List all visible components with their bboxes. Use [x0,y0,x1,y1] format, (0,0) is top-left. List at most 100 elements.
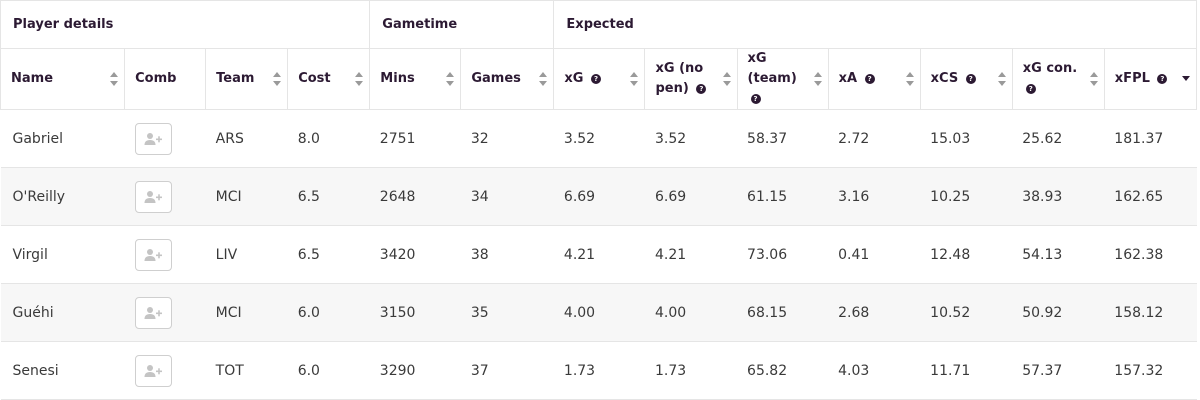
column-header-cost[interactable]: Cost [287,48,371,110]
table-row[interactable]: Guéhi MCI 6.0 3150 35 4.00 4.00 68.15 2.68 10.52 5… [0,283,1197,342]
sort-icon[interactable] [722,72,731,86]
cell-cost: 6.0 [287,283,370,342]
column-header-mins[interactable]: Mins [369,48,462,110]
add-to-comparison-button[interactable] [134,354,172,387]
column-label: xA ? [839,69,893,89]
cell-name: Virgil [0,225,125,284]
info-icon[interactable]: ? [965,74,976,84]
info-icon[interactable]: ? [696,84,707,94]
cell-xfpl: 158.12 [1104,283,1197,342]
info-icon[interactable]: ? [591,74,602,84]
cell-xg-team: 61.15 [737,167,829,226]
cell-xg-con: 38.93 [1012,167,1105,226]
cell-xa: 0.41 [828,225,921,284]
sort-icon[interactable] [273,72,282,86]
cell-xg-con: 54.13 [1012,225,1105,284]
cell-team: MCI [205,167,288,226]
column-header-xfpl[interactable]: xFPL ? [1103,48,1198,110]
add-user-icon [144,364,163,377]
column-header-team[interactable]: Team [205,48,289,110]
sort-icon[interactable] [905,72,914,86]
group-header-player-details: Player details [0,0,371,49]
add-to-comparison-button[interactable] [134,122,172,155]
column-label-text: xG [564,71,584,86]
cell-xg-no-pen: 4.21 [644,225,738,284]
cell-xfpl: 162.38 [1104,225,1197,284]
sort-icon[interactable] [813,72,822,86]
sort-icon[interactable] [997,72,1006,86]
cell-xg-no-pen: 4.00 [644,283,738,342]
sort-desc-icon[interactable] [1182,72,1190,86]
column-header-xcs[interactable]: xCS ? [919,48,1013,110]
cell-comb [124,109,206,168]
cell-xa: 4.03 [828,341,921,400]
cell-cost: 8.0 [287,109,370,168]
column-header-xg-no-pen[interactable]: xG (no pen) ? [644,48,738,110]
cell-games: 34 [460,167,554,226]
column-label-text: xCS [930,71,959,86]
column-header-xg-team[interactable]: xG (team) ? [736,48,829,110]
column-label: Name [11,69,71,89]
info-icon[interactable]: ? [750,94,761,104]
column-label: xG con. ? [1023,59,1104,99]
sort-icon[interactable] [110,72,119,86]
table-row[interactable]: Virgil LIV 6.5 3420 38 4.21 4.21 73.06 0.41 12.48… [0,225,1197,284]
cell-xg-con: 50.92 [1012,283,1105,342]
column-label-text: Mins [380,71,415,86]
column-header-xg-con[interactable]: xG con. ? [1011,48,1105,110]
cell-xcs: 11.71 [920,341,1013,400]
column-label: xCS ? [931,69,994,89]
info-icon[interactable]: ? [1025,84,1036,94]
sort-icon[interactable] [1089,72,1098,86]
cell-xcs: 12.48 [920,225,1013,284]
cell-team: TOT [205,341,288,400]
add-user-icon [144,248,163,261]
table-row[interactable]: Gabriel ARS 8.0 2751 32 3.52 3.52 58.37 2.72 15.0… [0,109,1197,168]
cell-team: MCI [205,283,288,342]
cell-xg-team: 65.82 [737,341,829,400]
cell-mins: 3150 [369,283,461,342]
cell-games: 35 [460,283,554,342]
add-to-comparison-button[interactable] [134,180,172,213]
cell-name: Gabriel [0,109,125,168]
add-to-comparison-button[interactable] [134,238,172,271]
cell-team: ARS [205,109,288,168]
add-to-comparison-button[interactable] [134,296,172,329]
column-label-text: Games [471,71,521,86]
cell-xfpl: 157.32 [1104,341,1197,400]
info-icon[interactable]: ? [864,74,875,84]
table-row[interactable]: O'Reilly MCI 6.5 2648 34 6.69 6.69 61.15 3.16 10.… [0,167,1197,226]
sort-icon[interactable] [355,72,364,86]
column-header-name[interactable]: Name [0,48,126,110]
group-header-expected: Expected [553,0,1197,49]
column-group-row: Player details Gametime Expected [0,0,1197,49]
sort-icon[interactable] [630,72,639,86]
cell-xg: 4.21 [553,225,645,284]
cell-cost: 6.5 [287,225,370,284]
table-row[interactable]: Senesi TOT 6.0 3290 37 1.73 1.73 65.82 4.03 11.71… [0,341,1197,400]
column-label: Mins [380,69,432,89]
info-icon[interactable]: ? [1157,74,1168,84]
group-header-gametime: Gametime [369,0,555,49]
column-label: Games [471,69,539,89]
cell-comb [124,167,206,226]
sort-icon[interactable] [446,72,455,86]
column-header-games[interactable]: Games [460,48,555,110]
column-label: xG ? [564,69,619,89]
cell-xcs: 15.03 [920,109,1013,168]
cell-comb [124,283,206,342]
cell-xg-team: 58.37 [737,109,829,168]
column-label: Comb [135,69,194,89]
column-header-xg[interactable]: xG ? [553,48,646,110]
cell-xcs: 10.52 [920,283,1013,342]
add-user-icon [144,306,163,319]
cell-xa: 2.72 [828,109,921,168]
cell-xfpl: 162.65 [1104,167,1197,226]
cell-xg-team: 68.15 [737,283,829,342]
cell-xg: 3.52 [553,109,645,168]
sort-icon[interactable] [539,72,548,86]
column-label: xG (team) ? [748,49,828,109]
column-header-xa[interactable]: xA ? [827,48,921,110]
cell-games: 37 [460,341,554,400]
column-label-text: Name [11,71,54,86]
